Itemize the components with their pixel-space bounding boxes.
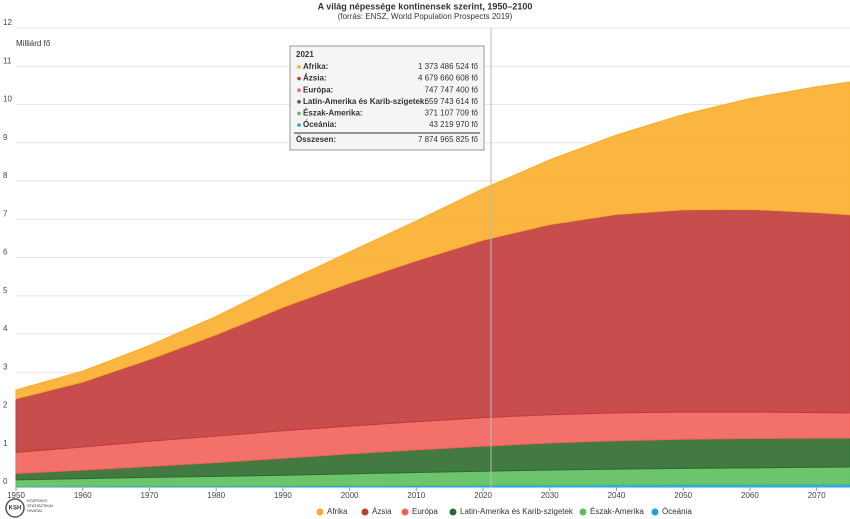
logo-text: KÖZPONTI xyxy=(27,498,47,503)
tooltip-bullet xyxy=(297,111,301,116)
y-tick-label: 0 xyxy=(3,477,8,486)
tooltip-value: 1 373 486 524 fő xyxy=(418,62,479,71)
tooltip-label: Latin-Amerika és Karib-szigetek: xyxy=(303,97,427,106)
legend-marker xyxy=(361,508,369,516)
legend-marker xyxy=(651,508,659,516)
logo-abbr: KSH xyxy=(9,506,22,512)
tooltip-bullet xyxy=(297,88,301,92)
y-tick-label: 6 xyxy=(3,248,8,257)
tooltip-label: Óceánia: xyxy=(303,120,337,129)
legend-marker xyxy=(316,508,324,516)
tooltip-value: 4 679 660 608 fő xyxy=(418,74,479,83)
x-tick-label: 2060 xyxy=(741,491,759,500)
legend-marker xyxy=(449,508,457,516)
legend-label: Észak-Amerika xyxy=(590,507,644,516)
y-tick-label: 12 xyxy=(3,18,12,27)
x-tick-label: 2010 xyxy=(407,491,425,500)
y-tick-label: 4 xyxy=(3,324,8,333)
tooltip-total-label: Összesen: xyxy=(296,135,336,144)
tooltip-value: 659 743 614 fő xyxy=(425,97,479,106)
chart-title: A világ népessége kontinensek szerint, 1… xyxy=(318,1,533,11)
y-tick-label: 9 xyxy=(3,133,8,142)
x-tick-label: 2070 xyxy=(808,491,826,500)
tooltip-label: Európa: xyxy=(303,85,333,94)
x-tick-label: 2040 xyxy=(608,491,626,500)
y-tick-label: 3 xyxy=(3,362,8,371)
logo-ring xyxy=(5,498,25,518)
x-tick-label: 1990 xyxy=(274,491,292,500)
chart-subtitle: (forrás: ENSZ, World Population Prospect… xyxy=(338,12,513,21)
x-tick-label: 1970 xyxy=(141,491,159,500)
logo: KSH KÖZPONTI STATISZTIKAI HIVATAL xyxy=(5,498,53,518)
tooltip-value: 371 107 709 fő xyxy=(425,109,479,118)
legend-marker xyxy=(401,508,409,516)
y-tick-label: 10 xyxy=(3,95,12,104)
tooltip-label: Ázsia: xyxy=(303,74,327,83)
area xyxy=(15,81,850,400)
tooltip-label: Afrika: xyxy=(303,62,328,71)
logo-text: HIVATAL xyxy=(27,508,44,513)
x-tick-label: 1960 xyxy=(74,491,92,500)
legend-label: Óceánia xyxy=(662,507,692,516)
y-axis-title: Milliárd fő xyxy=(16,39,51,48)
tooltip-total-value: 7 874 965 825 fő xyxy=(418,135,479,144)
x-tick-label: 2020 xyxy=(474,491,492,500)
x-tick-label: 2030 xyxy=(541,491,559,500)
tooltip-label: Észak-Amerika: xyxy=(303,109,363,118)
y-tick-label: 7 xyxy=(3,209,8,218)
tooltip-bullet xyxy=(297,65,301,69)
tooltip-value: 43 219 970 fő xyxy=(429,120,478,129)
y-tick-label: 11 xyxy=(3,56,12,65)
legend-label: Latin-Amerika és Karib-szigetek xyxy=(460,507,574,516)
tooltip-bullet xyxy=(297,123,301,127)
y-tick-label: 5 xyxy=(3,286,8,295)
y-tick-label: 2 xyxy=(3,401,8,410)
legend-marker xyxy=(579,508,587,516)
logo-text: STATISZTIKAI xyxy=(27,503,53,508)
y-tick-label: 8 xyxy=(3,171,8,180)
legend-label: Európa xyxy=(412,507,438,516)
tooltip-title: 2021 xyxy=(296,50,314,59)
y-tick-label: 1 xyxy=(3,439,8,448)
x-tick-label: 2050 xyxy=(674,491,692,500)
tooltip-bullet xyxy=(297,76,301,81)
tooltip-bullet xyxy=(297,100,301,104)
x-tick-label: 1980 xyxy=(207,491,225,500)
x-tick-label: 1950 xyxy=(7,491,25,500)
legend-label: Afrika xyxy=(327,507,348,516)
tooltip-value: 747 747 400 fő xyxy=(425,85,479,94)
legend-label: Ázsia xyxy=(372,507,392,516)
x-tick-label: 2000 xyxy=(341,491,359,500)
